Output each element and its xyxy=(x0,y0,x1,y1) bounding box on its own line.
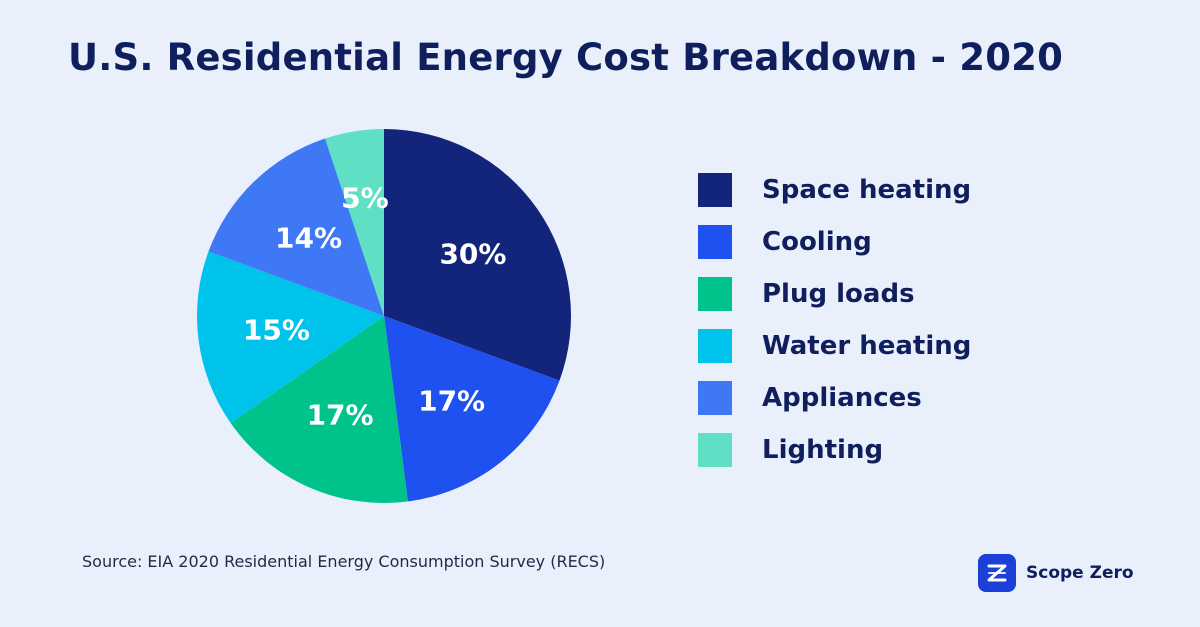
legend-item-plug-loads: Plug loads xyxy=(698,268,971,320)
legend-swatch xyxy=(698,173,732,207)
legend-swatch xyxy=(698,225,732,259)
legend-swatch xyxy=(698,329,732,363)
slice-label-lighting: 5% xyxy=(341,181,389,214)
legend-label: Appliances xyxy=(762,383,922,413)
legend-item-cooling: Cooling xyxy=(698,216,971,268)
pie-slice-space-heating xyxy=(384,129,571,381)
legend-swatch xyxy=(698,433,732,467)
slice-label-plug-loads: 17% xyxy=(307,399,374,432)
chart-title: U.S. Residential Energy Cost Breakdown -… xyxy=(68,36,1064,79)
scope-zero-logo-icon xyxy=(978,554,1016,592)
chart-legend: Space heating Cooling Plug loads Water heat… xyxy=(698,164,971,476)
slice-label-space-heating: 30% xyxy=(439,237,506,270)
pie-slice-cooling xyxy=(384,316,560,502)
pie-slice-lighting xyxy=(325,129,384,316)
source-note: Source: EIA 2020 Residential Energy Cons… xyxy=(82,552,606,571)
slice-label-appliances: 14% xyxy=(275,222,342,255)
slice-label-cooling: 17% xyxy=(418,384,485,417)
legend-item-appliances: Appliances xyxy=(698,372,971,424)
legend-item-water-heating: Water heating xyxy=(698,320,971,372)
legend-label: Water heating xyxy=(762,331,972,361)
brand-logo: Scope Zero xyxy=(978,554,1134,592)
legend-item-lighting: Lighting xyxy=(698,424,971,476)
legend-label: Space heating xyxy=(762,175,972,205)
pie-slice-plug-loads xyxy=(230,316,408,503)
legend-label: Lighting xyxy=(762,435,884,465)
legend-item-space-heating: Space heating xyxy=(698,164,971,216)
slice-label-water-heating: 15% xyxy=(243,313,310,346)
legend-swatch xyxy=(698,277,732,311)
legend-label: Cooling xyxy=(762,227,872,257)
brand-name: Scope Zero xyxy=(1026,563,1134,583)
pie-slice-water-heating xyxy=(197,251,384,423)
pie-slice-appliances xyxy=(208,138,384,316)
legend-swatch xyxy=(698,381,732,415)
legend-label: Plug loads xyxy=(762,279,915,309)
